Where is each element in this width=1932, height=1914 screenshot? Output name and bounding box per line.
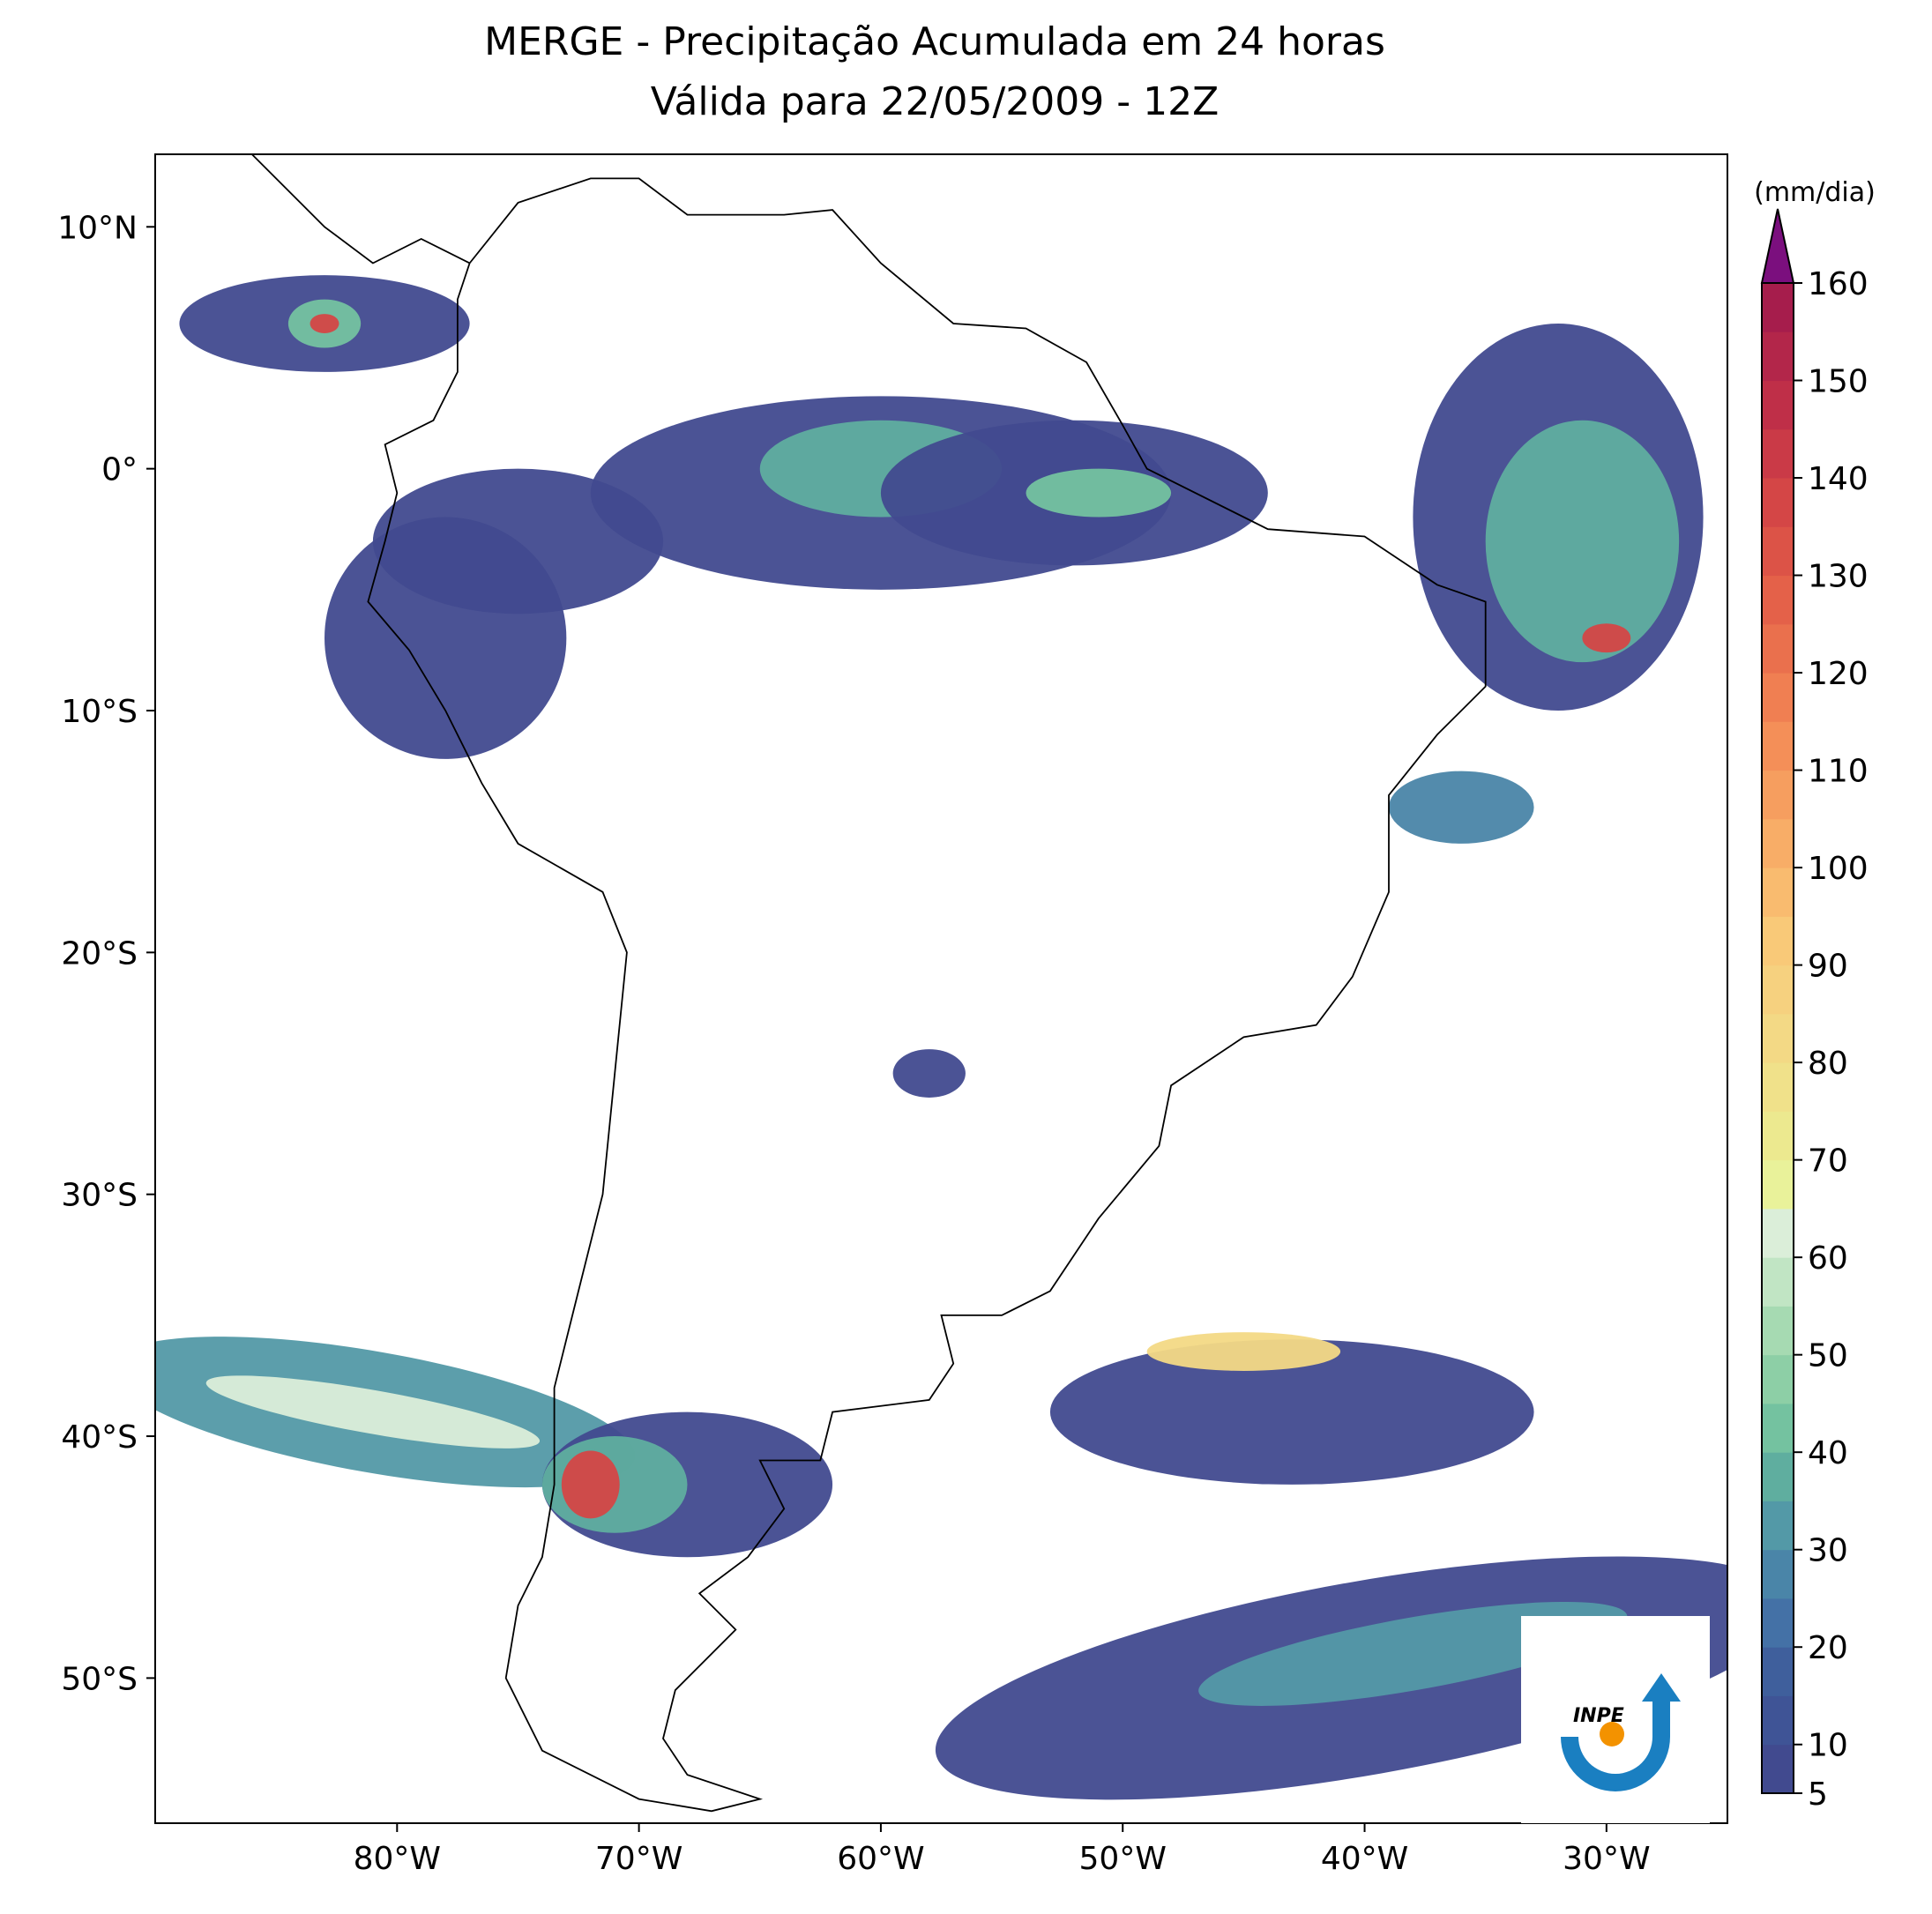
colorbar-tick-label: 100: [1808, 851, 1869, 887]
colorbar-tick-label: 40: [1808, 1435, 1848, 1471]
colorbar-tick-label: 70: [1808, 1143, 1848, 1180]
colorbar-band: [1762, 770, 1794, 820]
y-tick-label: 0°: [101, 452, 138, 488]
colorbar-band: [1762, 1744, 1794, 1794]
colorbar-band: [1762, 526, 1794, 577]
colorbar-band: [1762, 818, 1794, 868]
x-tick-label: 30°W: [1563, 1841, 1650, 1877]
colorbar-band: [1762, 623, 1794, 674]
colorbar-band: [1762, 428, 1794, 479]
colorbar-tick-label: 50: [1808, 1338, 1848, 1374]
colorbar-band: [1762, 1354, 1794, 1404]
subtitle: Válida para 22/05/2009 - 12Z: [651, 79, 1220, 124]
precip-blob: [1026, 468, 1172, 518]
colorbar-band: [1762, 1452, 1794, 1501]
precip-blob: [205, 1375, 541, 1449]
colorbar-band: [1762, 1208, 1794, 1258]
precip-blob: [892, 1049, 966, 1098]
logo-dot: [1600, 1722, 1624, 1746]
precip-blob: [1582, 623, 1631, 653]
precip-blob: [1388, 771, 1534, 844]
y-tick-label: 10°N: [57, 210, 138, 246]
colorbar-tick-label: 120: [1808, 656, 1869, 692]
colorbar-band: [1762, 331, 1794, 382]
colorbar-tick-label: 140: [1808, 461, 1869, 497]
precip-blob: [310, 314, 339, 334]
colorbar-band: [1762, 964, 1794, 1015]
colorbar-band: [1762, 380, 1794, 430]
precip-blob: [1485, 420, 1680, 663]
colorbar-band: [1762, 478, 1794, 527]
colorbar-band: [1762, 575, 1794, 625]
colorbar-frame: [1761, 282, 1794, 1794]
colorbar-tick-label: 130: [1808, 559, 1869, 595]
colorbar-band: [1762, 1647, 1794, 1696]
map-frame: [154, 153, 1728, 1824]
y-tick-label: 30°S: [61, 1178, 138, 1214]
colorbar: (mm/dia) 5 10 20 30 40 50 60 70 80 90 100 110 120 130…: [1754, 177, 1876, 1813]
colorbar-tick-label: 150: [1808, 364, 1869, 400]
logo-text: INPE: [1573, 1705, 1624, 1727]
x-tick-label: 70°W: [595, 1841, 683, 1877]
precip-blob: [1198, 1601, 1628, 1706]
y-tick-label: 10°S: [61, 694, 138, 730]
colorbar-extend: [1760, 208, 1795, 284]
colorbar-band: [1762, 673, 1794, 722]
colorbar-band: [1762, 1306, 1794, 1356]
colorbar-band: [1762, 868, 1794, 917]
colorbar-tick-label: 110: [1808, 754, 1869, 790]
colorbar-band: [1762, 1111, 1794, 1161]
precip-blob: [1049, 1339, 1534, 1485]
precip-blob: [561, 1450, 620, 1519]
colorbar-tick-label: 60: [1808, 1240, 1848, 1277]
colorbar-band: [1762, 1159, 1794, 1210]
colorbar-band: [1762, 1062, 1794, 1112]
colorbar-tick-label: 10: [1808, 1728, 1848, 1764]
y-tick-label: 50°S: [61, 1661, 138, 1697]
x-tick-label: 50°W: [1079, 1841, 1167, 1877]
logo: INPE: [1521, 1616, 1710, 1823]
colorbar-band: [1762, 1013, 1794, 1063]
colorbar-band: [1762, 1501, 1794, 1551]
colorbar-tick-label: 20: [1808, 1630, 1848, 1666]
colorbar-band: [1762, 1257, 1794, 1307]
colorbar-band: [1762, 1695, 1794, 1746]
y-tick-label: 40°S: [61, 1419, 138, 1456]
colorbar-tick-label: 90: [1808, 949, 1848, 985]
logo-arc: [1561, 1673, 1681, 1791]
x-tick-label: 80°W: [354, 1841, 441, 1877]
y-tick-label: 20°S: [61, 935, 138, 972]
x-tick-label: 60°W: [837, 1841, 924, 1877]
colorbar-band: [1762, 1549, 1794, 1599]
colorbar-band: [1762, 721, 1794, 771]
colorbar-tick-label: 5: [1808, 1776, 1828, 1813]
colorbar-label: (mm/dia): [1754, 177, 1876, 208]
precipitation-field: [155, 275, 1727, 1800]
colorbar-tick-label: 80: [1808, 1046, 1848, 1082]
precip-blob: [1146, 1332, 1341, 1371]
colorbar-tick-label: 30: [1808, 1533, 1848, 1569]
x-tick-label: 40°W: [1321, 1841, 1408, 1877]
title: MERGE - Precipitação Acumulada em 24 hor…: [484, 19, 1385, 64]
colorbar-band: [1762, 1597, 1794, 1648]
colorbar-tick-label: 160: [1808, 266, 1869, 302]
colorbar-band: [1762, 283, 1794, 332]
colorbar-band: [1762, 916, 1794, 966]
colorbar-band: [1762, 1403, 1794, 1453]
precip-blob: [372, 468, 664, 614]
coastline: [251, 153, 1487, 1813]
